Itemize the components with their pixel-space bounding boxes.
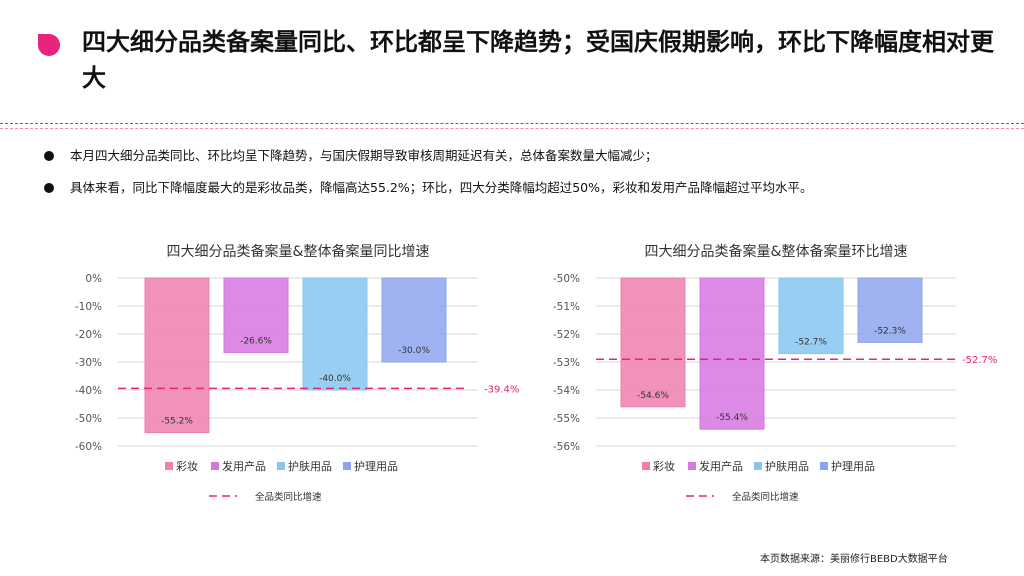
reference-label: -39.4%: [484, 384, 519, 395]
data-label: -55.2%: [161, 417, 193, 427]
legend-swatch: [343, 462, 351, 470]
summary-text: 本月四大细分品类同比、环比均呈下降趋势，与国庆假期导致审核周期延迟有关，总体备案…: [70, 148, 658, 163]
bar-彩妆: [620, 277, 686, 408]
bar-彩妆: [144, 277, 210, 434]
legend-label: 护肤用品: [288, 459, 332, 473]
chart-title: 四大细分品类备案量&整体备案量环比增速: [645, 243, 908, 260]
page-title: 四大细分品类备案量同比、环比都呈下降趋势；受国庆假期影响，环比下降幅度相对更大: [82, 28, 994, 92]
chart-title: 四大细分品类备案量&整体备案量同比增速: [167, 243, 430, 260]
reference-label: -52.7%: [962, 355, 997, 366]
legend-label: 彩妆: [176, 460, 198, 473]
bar-护理用品: [857, 277, 923, 343]
summary-item: 本月四大细分品类同比、环比均呈下降趋势，与国庆假期导致审核周期延迟有关，总体备案…: [44, 140, 1004, 172]
legend-label: 全品类同比增速: [732, 491, 799, 503]
legend-swatch: [165, 462, 173, 470]
legend-swatch: [642, 462, 650, 470]
legend-label: 护理用品: [831, 459, 875, 473]
y-tick-label: -52%: [553, 329, 580, 341]
bullet-dot-icon: [44, 183, 54, 193]
legend-swatch: [754, 462, 762, 470]
data-label: -40.0%: [319, 374, 351, 384]
legend-label: 全品类同比增速: [255, 491, 322, 503]
y-tick-label: -51%: [553, 301, 580, 313]
legend-label: 发用产品: [222, 459, 266, 473]
legend-swatch: [820, 462, 828, 470]
y-tick-label: -10%: [75, 301, 102, 313]
summary-text: 具体来看，同比下降幅度最大的是彩妆品类，降幅高达55.2%；环比，四大分类降幅均…: [70, 180, 813, 195]
legend-swatch: [211, 462, 219, 470]
summary-list: 本月四大细分品类同比、环比均呈下降趋势，与国庆假期导致审核周期延迟有关，总体备案…: [44, 140, 1004, 204]
y-tick-label: -55%: [553, 413, 580, 425]
mom-chart: 四大细分品类备案量&整体备案量环比增速 -50% -51% -52% -53% -54% -…: [553, 243, 998, 503]
y-tick-label: -40%: [75, 385, 102, 397]
y-tick-label: -50%: [553, 273, 580, 285]
bar-发用产品: [223, 277, 289, 353]
legend-label: 护肤用品: [765, 459, 809, 473]
bar-护肤用品: [778, 277, 844, 355]
summary-item: 具体来看，同比下降幅度最大的是彩妆品类，降幅高达55.2%；环比，四大分类降幅均…: [44, 172, 1004, 204]
legend-label: 护理用品: [354, 459, 398, 473]
y-tick-label: -54%: [553, 385, 580, 397]
y-tick-label: -60%: [75, 441, 102, 453]
y-tick-label: -56%: [553, 441, 580, 453]
bullet-dot-icon: [44, 151, 54, 161]
source-note: 本页数据来源：美丽修行BEBD大数据平台: [760, 554, 948, 565]
y-tick-label: -53%: [553, 357, 580, 369]
yoy-chart: 四大细分品类备案量&整体备案量同比增速 0% -10% -20% -30% -40% -50…: [75, 243, 520, 503]
divider: [0, 128, 1024, 129]
data-label: -52.3%: [874, 326, 906, 336]
bar-护肤用品: [302, 277, 368, 391]
data-label: -55.4%: [716, 413, 748, 423]
data-label: -30.0%: [398, 346, 430, 356]
bar-护理用品: [381, 277, 447, 363]
data-label: -54.6%: [637, 391, 669, 401]
legend-swatch: [688, 462, 696, 470]
y-tick-label: -30%: [75, 357, 102, 369]
legend-swatch: [277, 462, 285, 470]
legend-label: 发用产品: [699, 459, 743, 473]
legend-label: 彩妆: [653, 460, 675, 473]
y-tick-label: -50%: [75, 413, 102, 425]
data-label: -52.7%: [795, 338, 827, 348]
y-tick-label: 0%: [85, 273, 102, 285]
y-tick-label: -20%: [75, 329, 102, 341]
divider: [0, 123, 1024, 124]
bar-发用产品: [699, 277, 765, 430]
title-leaf-icon: [38, 34, 60, 56]
data-label: -26.6%: [240, 336, 272, 346]
